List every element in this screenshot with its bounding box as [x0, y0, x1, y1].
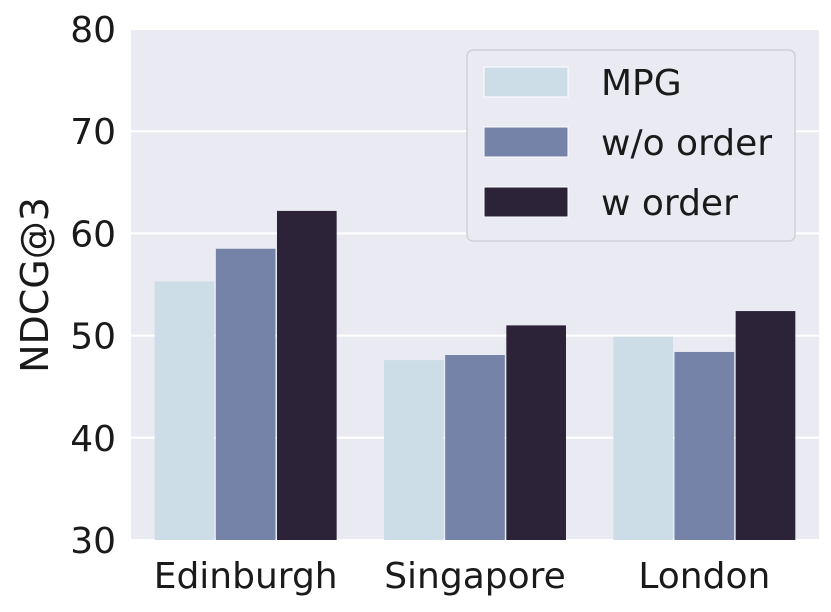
bar	[613, 336, 674, 540]
x-tick-label: London	[638, 556, 770, 597]
bar	[384, 360, 444, 540]
legend-swatch	[483, 186, 569, 218]
bar	[154, 281, 215, 540]
legend-label: MPG	[601, 63, 682, 104]
x-tick-labels: Edinburgh Singapore London	[154, 556, 771, 597]
y-tick-label: 60	[70, 214, 116, 255]
y-axis-label: NDCG@3	[13, 197, 57, 373]
legend-label: w/o order	[601, 123, 772, 164]
x-tick-label: Edinburgh	[154, 556, 338, 597]
bar	[506, 325, 566, 540]
bar	[276, 210, 337, 540]
bars	[154, 210, 796, 541]
bar	[445, 355, 505, 540]
legend-swatch	[483, 126, 569, 158]
legend-label: w order	[601, 183, 738, 224]
bar	[674, 351, 735, 540]
bar	[215, 248, 276, 541]
y-tick-label: 30	[70, 521, 116, 562]
legend-swatch	[483, 66, 569, 98]
bar	[735, 311, 796, 540]
y-tick-label: 70	[70, 112, 116, 153]
y-tick-labels: 30 40 50 60 70 80	[70, 10, 116, 562]
y-tick-label: 40	[70, 419, 116, 460]
x-tick-label: Singapore	[384, 556, 566, 597]
y-tick-label: 50	[70, 317, 116, 358]
legend: MPG w/o order w order	[466, 49, 796, 242]
y-tick-label: 80	[70, 10, 116, 51]
